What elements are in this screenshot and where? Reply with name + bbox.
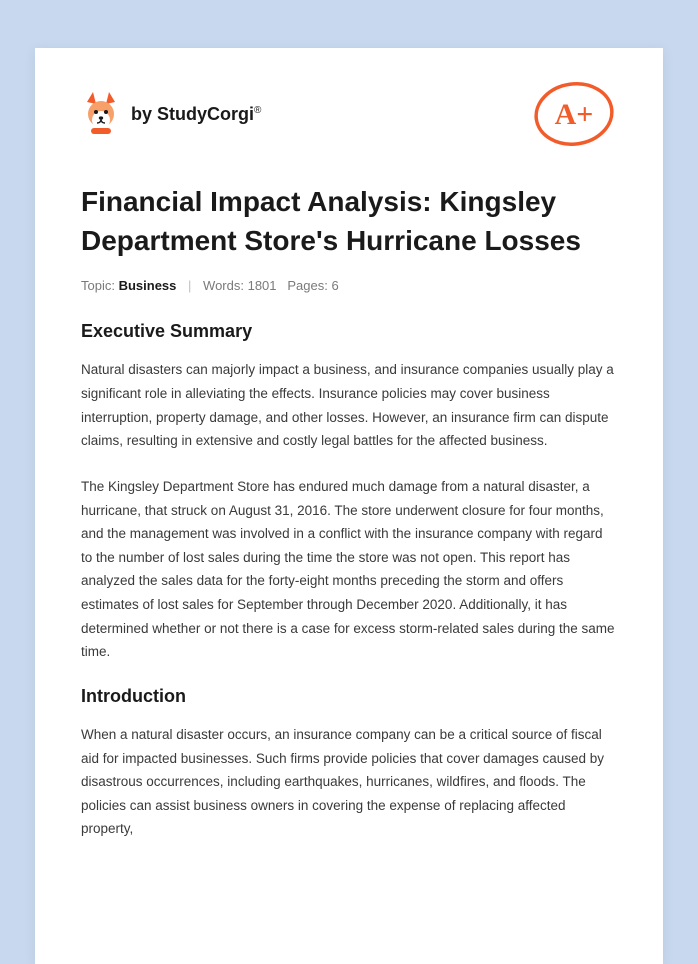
exec-summary-p2: The Kingsley Department Store has endure… [81, 475, 617, 664]
registered-mark: ® [254, 105, 261, 116]
exec-summary-p1: Natural disasters can majorly impact a b… [81, 358, 617, 453]
page-title: Financial Impact Analysis: Kingsley Depa… [81, 182, 617, 260]
grade-badge: A+ [531, 80, 617, 148]
intro-heading: Introduction [81, 686, 617, 707]
words-label: Words: [203, 278, 248, 293]
exec-summary-heading: Executive Summary [81, 321, 617, 342]
words-value: 1801 [248, 278, 277, 293]
topic-label: Topic: [81, 278, 119, 293]
intro-p1: When a natural disaster occurs, an insur… [81, 723, 617, 841]
grade-text: A+ [555, 98, 594, 131]
document-page: by StudyCorgi® A+ Financial Impact Analy… [35, 48, 663, 964]
brand: by StudyCorgi® [81, 90, 261, 139]
meta-sep: | [188, 278, 191, 293]
brand-text: by StudyCorgi® [131, 104, 261, 125]
brand-by: by StudyCorgi [131, 104, 254, 124]
meta-row: Topic: Business | Words: 1801 Pages: 6 [81, 278, 617, 293]
topic-value: Business [119, 278, 177, 293]
pages-label: Pages: [287, 278, 331, 293]
pages-value: 6 [331, 278, 338, 293]
header-row: by StudyCorgi® A+ [81, 80, 617, 148]
corgi-icon [81, 90, 121, 139]
